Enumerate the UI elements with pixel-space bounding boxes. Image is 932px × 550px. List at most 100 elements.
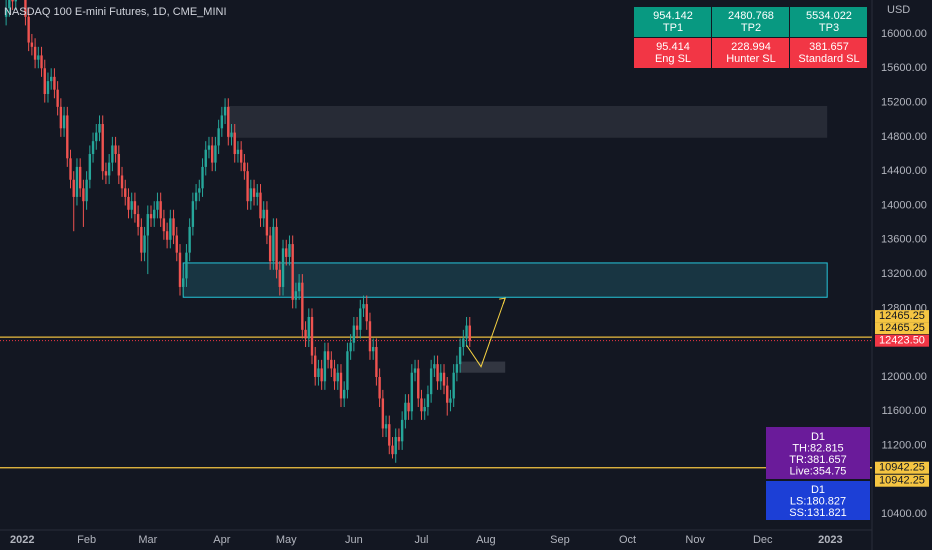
x-tick-label: Sep [550, 534, 570, 546]
candle-body [394, 437, 397, 455]
candle-body [423, 407, 426, 412]
candle-body [323, 351, 327, 382]
candle-body [314, 355, 317, 378]
candle-body [239, 149, 243, 163]
candle-body [265, 209, 269, 236]
candle-body [301, 282, 304, 330]
candle-body [107, 162, 111, 176]
y-tick-label: 16000.00 [881, 28, 927, 40]
cell-value: 381.657 [809, 41, 849, 53]
candle-body [304, 329, 307, 339]
candle-body [413, 368, 417, 373]
candle-body [114, 145, 117, 155]
candle-body [162, 218, 166, 232]
candle-body [458, 346, 462, 365]
x-tick-label: Apr [213, 534, 230, 546]
candle-body [230, 132, 233, 137]
candle-body [59, 106, 63, 129]
y-tick-label: 13200.00 [881, 268, 927, 280]
candle-body [256, 192, 259, 197]
candle-body [439, 372, 442, 382]
candle-body [140, 226, 143, 253]
cell-name: Standard SL [798, 53, 859, 65]
candle-body [333, 368, 336, 382]
candle-body [320, 368, 323, 382]
candle-body [272, 226, 275, 262]
candle-body [259, 192, 262, 219]
cell-name: TP2 [741, 22, 761, 34]
candle-body [262, 209, 265, 219]
candle-body [227, 106, 230, 137]
y-tick-label: 14800.00 [881, 131, 927, 143]
candle-body [281, 248, 285, 287]
candle-body [381, 398, 385, 429]
candle-body [201, 166, 204, 189]
candle-body [136, 214, 140, 227]
candle-body [172, 218, 175, 236]
candle-body [336, 372, 339, 382]
candle-body [462, 338, 465, 347]
cell-value: 954.142 [653, 10, 693, 22]
candle-body [62, 115, 66, 129]
price-tag-label: 10942.25 [879, 475, 925, 487]
candle-body [191, 201, 195, 227]
y-tick-label: 11200.00 [881, 440, 926, 452]
candle-body [49, 76, 53, 82]
candle-body [246, 171, 249, 202]
candle-body [185, 252, 188, 279]
candle-body [384, 424, 388, 429]
candle-body [153, 209, 156, 219]
table-cell [712, 7, 789, 37]
price-tag [875, 461, 929, 474]
candle-body [149, 214, 153, 219]
candle-body [143, 235, 146, 253]
y-tick-label: 12000.00 [881, 371, 927, 383]
candle-body [130, 201, 133, 210]
candle-body [465, 325, 468, 339]
candle-body [101, 124, 104, 172]
candle-body [214, 145, 217, 163]
candle-body [375, 346, 378, 378]
x-tick-label: Jul [414, 534, 428, 546]
candle-body [455, 364, 459, 373]
x-tick-label: Jun [345, 534, 363, 546]
candle-body [91, 141, 95, 155]
cell-name: Hunter SL [726, 53, 776, 65]
candle-body [407, 402, 410, 412]
candle-body [159, 201, 162, 219]
candle-body [85, 179, 88, 202]
candle-body [236, 149, 240, 155]
candle-body [294, 291, 298, 300]
candle-body [317, 368, 320, 378]
projection-arrow [466, 297, 506, 368]
price-tag [875, 474, 929, 487]
candle-body [27, 16, 30, 43]
candle-body [433, 364, 436, 369]
candle-body [133, 201, 137, 215]
candle-body [378, 377, 381, 399]
candle-body [417, 368, 420, 399]
candle-body [56, 89, 59, 107]
candle-body [343, 389, 346, 399]
price-tag [875, 322, 929, 335]
table-cell [790, 38, 867, 68]
candle-body [436, 364, 439, 382]
candle-body [391, 445, 394, 455]
info-box [766, 427, 870, 479]
x-tick-label: Nov [685, 534, 705, 546]
candle-body [66, 115, 69, 159]
candle-body [233, 132, 236, 155]
candle-body [249, 188, 253, 202]
candle-body [352, 325, 356, 343]
candle-body [365, 304, 368, 322]
candle-body [175, 235, 178, 253]
candle-body [33, 46, 37, 60]
candle-body [371, 346, 375, 352]
candle-body [429, 368, 433, 395]
candle-body [120, 175, 124, 189]
zone [228, 106, 828, 138]
price-tag-label: 10942.25 [879, 462, 925, 474]
candle-body [285, 248, 288, 257]
info-line: D1 [811, 431, 825, 443]
candle-body [8, 0, 11, 9]
